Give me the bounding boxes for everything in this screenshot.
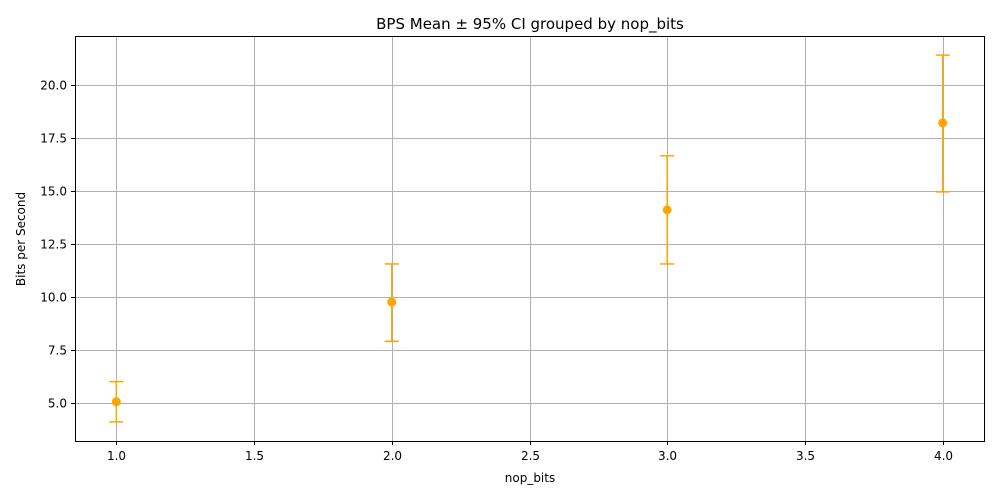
- grid: [75, 36, 984, 441]
- data-point: [938, 118, 948, 128]
- x-tick-label: 3.0: [658, 449, 677, 463]
- x-tick-label: 1.0: [107, 449, 126, 463]
- x-tick-label: 2.0: [383, 449, 402, 463]
- x-tick-label: 4.0: [934, 449, 953, 463]
- y-tick-label: 17.5: [40, 132, 67, 146]
- x-tick-label: 1.5: [245, 449, 264, 463]
- y-tick-label: 7.5: [48, 344, 67, 358]
- x-axis-label: nop_bits: [505, 471, 555, 485]
- x-tick-label: 2.5: [521, 449, 540, 463]
- data-layer: [109, 54, 950, 423]
- y-tick-label: 10.0: [40, 291, 67, 305]
- y-tick-label: 12.5: [40, 238, 67, 252]
- y-axis-label: Bits per Second: [14, 192, 28, 286]
- y-tick-label: 5.0: [48, 397, 67, 411]
- chart-title: BPS Mean ± 95% CI grouped by nop_bits: [376, 15, 684, 34]
- data-point: [111, 397, 121, 407]
- ticks: 1.0 1.5 2.0 2.5 3.0 3.5 4.0 5.0 7.5 10.0 12.5 15.0 1…: [40, 79, 953, 464]
- data-point: [387, 297, 397, 307]
- x-tick-label: 3.5: [796, 449, 815, 463]
- data-point: [662, 205, 672, 215]
- y-tick-label: 15.0: [40, 185, 67, 199]
- y-tick-label: 20.0: [40, 79, 67, 93]
